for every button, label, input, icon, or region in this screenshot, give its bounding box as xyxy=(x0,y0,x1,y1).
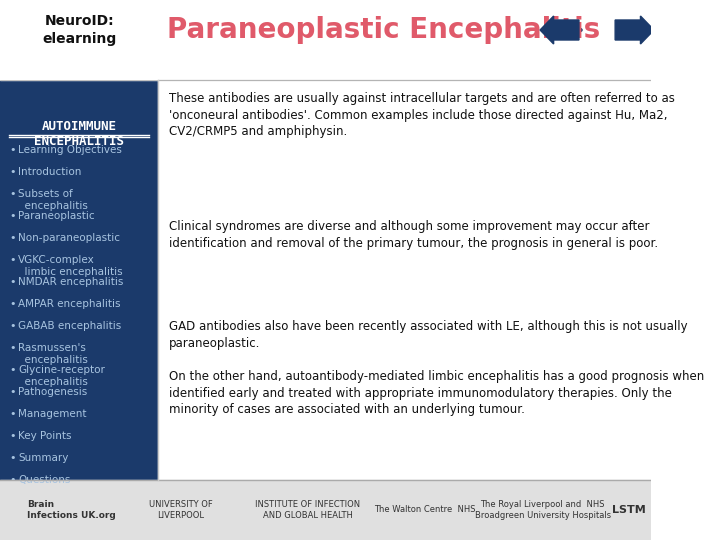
Text: The Walton Centre  NHS: The Walton Centre NHS xyxy=(374,505,476,515)
Text: These antibodies are usually against intracellular targets and are often referre: These antibodies are usually against int… xyxy=(169,92,675,138)
Bar xyxy=(0,0,158,80)
Text: AMPAR encephalitis: AMPAR encephalitis xyxy=(18,299,120,309)
Text: •: • xyxy=(9,365,16,375)
Text: Glycine-receptor
  encephalitis: Glycine-receptor encephalitis xyxy=(18,365,105,387)
Text: •: • xyxy=(9,409,16,419)
Text: •: • xyxy=(9,321,16,331)
Text: •: • xyxy=(9,475,16,485)
Text: Learning Objectives: Learning Objectives xyxy=(18,145,122,155)
Text: Key Points: Key Points xyxy=(18,431,71,441)
Text: VGKC-complex
  limbic encephalitis: VGKC-complex limbic encephalitis xyxy=(18,255,122,276)
Text: UNIVERSITY OF
LIVERPOOL: UNIVERSITY OF LIVERPOOL xyxy=(149,500,213,519)
Text: •: • xyxy=(9,277,16,287)
Bar xyxy=(0,480,652,540)
Text: •: • xyxy=(9,431,16,441)
Bar xyxy=(0,80,158,480)
Text: •: • xyxy=(9,343,16,353)
Text: Management: Management xyxy=(18,409,86,419)
Bar xyxy=(0,0,652,80)
Text: •: • xyxy=(9,453,16,463)
Text: •: • xyxy=(9,387,16,397)
Text: •: • xyxy=(9,167,16,177)
Text: Summary: Summary xyxy=(18,453,68,463)
Text: On the other hand, autoantibody-mediated limbic encephalitis has a good prognosi: On the other hand, autoantibody-mediated… xyxy=(169,370,704,416)
Text: Paraneoplastic: Paraneoplastic xyxy=(18,211,95,221)
Text: AUTOIMMUNE
ENCEPHALITIS: AUTOIMMUNE ENCEPHALITIS xyxy=(34,120,124,148)
Text: LSTM: LSTM xyxy=(612,505,646,515)
Bar xyxy=(158,80,652,480)
Text: Pathogenesis: Pathogenesis xyxy=(18,387,87,397)
Text: •: • xyxy=(9,299,16,309)
Text: INSTITUTE OF INFECTION
AND GLOBAL HEALTH: INSTITUTE OF INFECTION AND GLOBAL HEALTH xyxy=(255,500,360,519)
Text: •: • xyxy=(9,189,16,199)
Text: Rasmussen's
  encephalitis: Rasmussen's encephalitis xyxy=(18,343,88,364)
Bar xyxy=(158,0,652,80)
Text: Questions: Questions xyxy=(18,475,71,485)
Text: Paraneoplastic Encephalitis: Paraneoplastic Encephalitis xyxy=(167,16,600,44)
Text: Brain
Infections UK.org: Brain Infections UK.org xyxy=(27,500,116,519)
Text: Introduction: Introduction xyxy=(18,167,81,177)
Text: NMDAR encephalitis: NMDAR encephalitis xyxy=(18,277,123,287)
FancyArrow shape xyxy=(540,16,579,44)
Text: The Royal Liverpool and  NHS
Broadgreen University Hospitals: The Royal Liverpool and NHS Broadgreen U… xyxy=(474,500,611,519)
Text: GAD antibodies also have been recently associated with LE, although this is not : GAD antibodies also have been recently a… xyxy=(169,320,688,349)
FancyArrow shape xyxy=(615,16,654,44)
Text: Subsets of
  encephalitis: Subsets of encephalitis xyxy=(18,189,88,211)
Text: •: • xyxy=(9,145,16,155)
Text: •: • xyxy=(9,255,16,265)
Text: NeuroID:
elearning: NeuroID: elearning xyxy=(42,15,116,46)
Text: Non-paraneoplastic: Non-paraneoplastic xyxy=(18,233,120,243)
Text: GABAB encephalitis: GABAB encephalitis xyxy=(18,321,122,331)
Text: Clinical syndromes are diverse and although some improvement may occur after ide: Clinical syndromes are diverse and altho… xyxy=(169,220,658,249)
Text: •: • xyxy=(9,233,16,243)
Text: •: • xyxy=(9,211,16,221)
